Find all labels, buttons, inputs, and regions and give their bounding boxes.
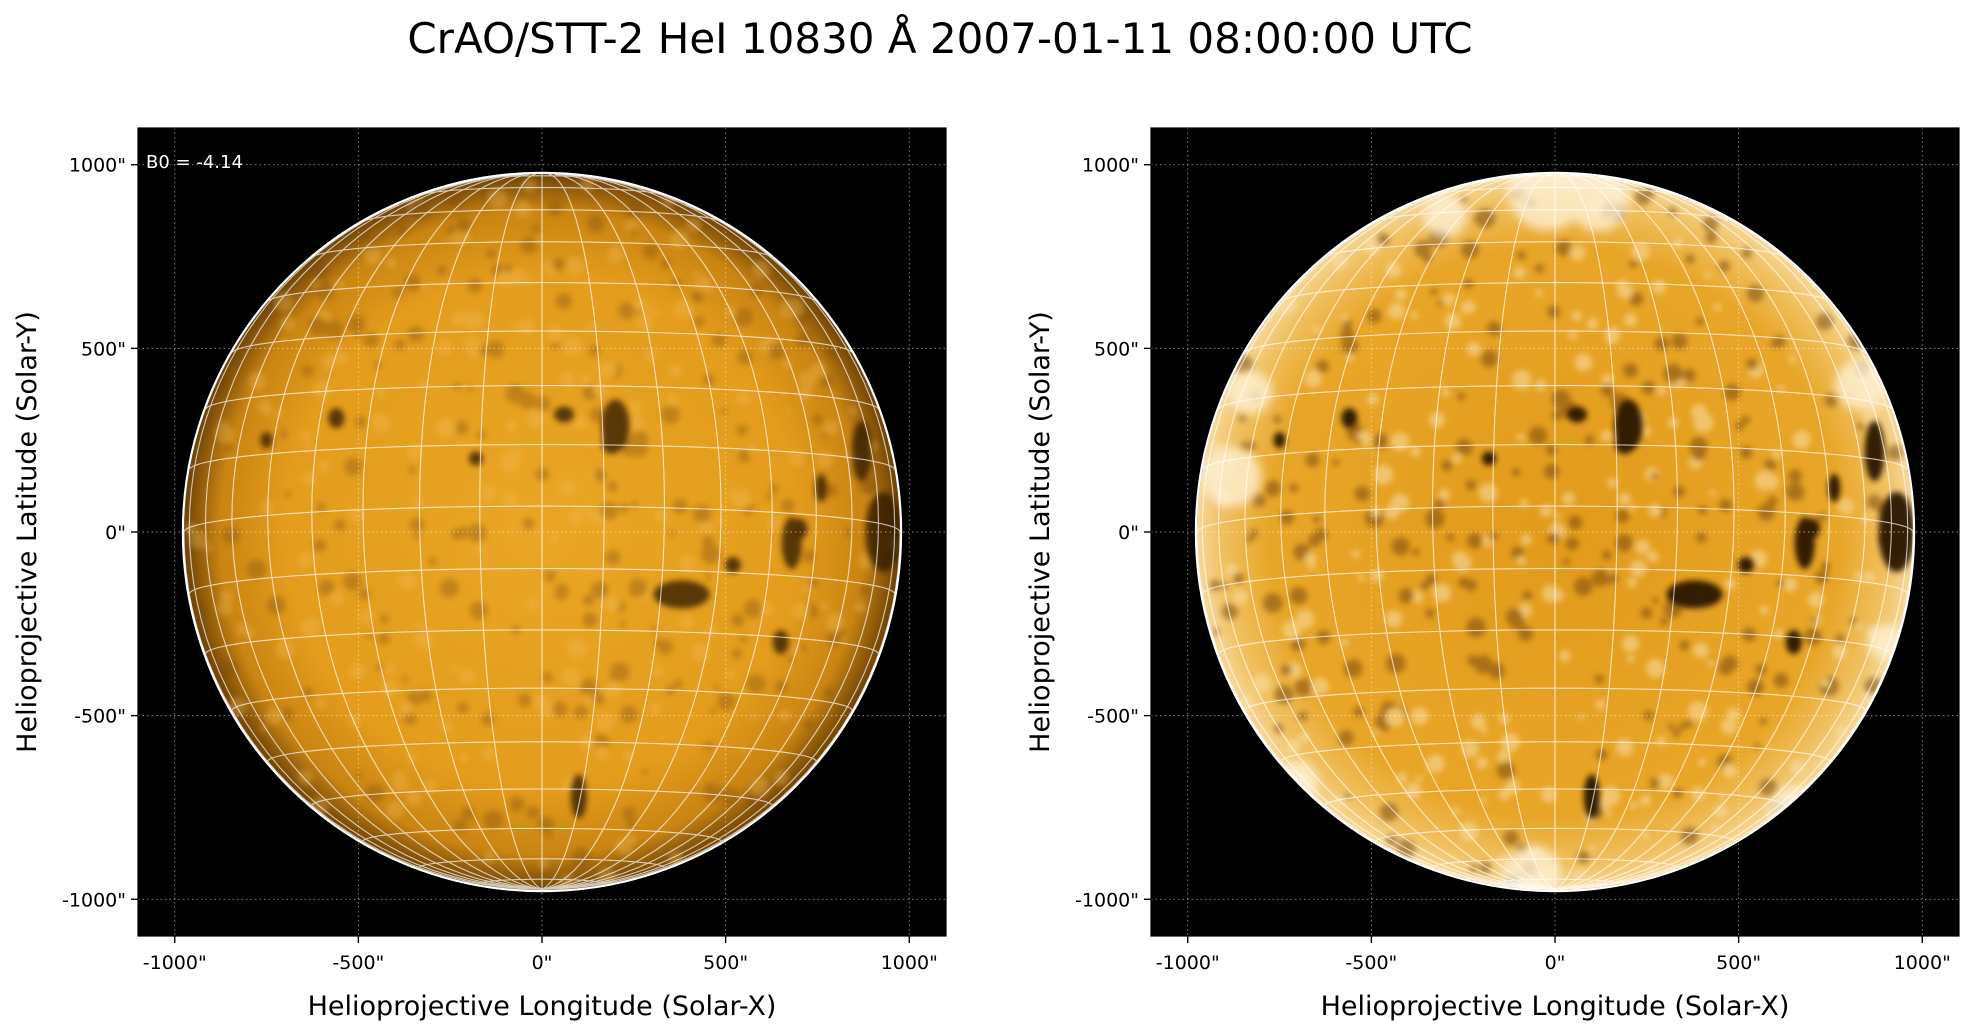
x-tick-label: 0" [1545,952,1566,974]
x-tick-label: 1000" [1894,952,1951,974]
y-tick-label: 0" [1118,522,1139,544]
y-tick-label: 500" [1094,338,1139,360]
panel-left: B0 = -4.14 -1000" 1000" -500" 500" 0" 0" 500" -5… [12,127,947,1022]
panel-right: -1000" 1000" -500" 500" 0" 0" 500" -500" 1000" -1… [1025,127,1960,1022]
x-tick-label: 500" [703,952,748,974]
x-tick-label: -500" [332,952,384,974]
x-tick-label: 0" [532,952,553,974]
x-tick-label: -1000" [1156,952,1220,974]
y-axis-label: Helioprojective Latitude (Solar-Y) [1025,311,1056,753]
limb-circle [1194,171,1916,893]
y-tick-label: -500" [74,706,126,728]
limb-circle [181,171,903,893]
x-axis-label: Helioprojective Longitude (Solar-X) [1321,991,1790,1022]
x-axis-label: Helioprojective Longitude (Solar-X) [308,991,777,1022]
y-tick-label: -500" [1087,706,1139,728]
y-tick-label: 500" [81,338,126,360]
y-tick-label: -1000" [62,889,126,911]
tick-marks [1144,164,1923,943]
tick-marks [131,164,910,943]
y-tick-label: -1000" [1075,889,1139,911]
b0-annotation: B0 = -4.14 [146,152,243,173]
x-tick-label: 500" [1716,952,1761,974]
x-tick-label: 1000" [881,952,938,974]
x-tick-label: -500" [1345,952,1397,974]
y-tick-label: 0" [105,522,126,544]
dark-features [260,399,901,819]
y-axis-label: Helioprojective Latitude (Solar-Y) [12,311,43,753]
heliographic-grid [183,173,901,890]
x-tick-label: -1000" [143,952,207,974]
heliographic-grid [1196,173,1914,890]
figure-title: CrAO/STT-2 HeI 10830 Å 2007-01-11 08:00:… [407,14,1473,63]
y-tick-label: 1000" [1082,155,1139,177]
y-tick-label: 1000" [69,155,126,177]
